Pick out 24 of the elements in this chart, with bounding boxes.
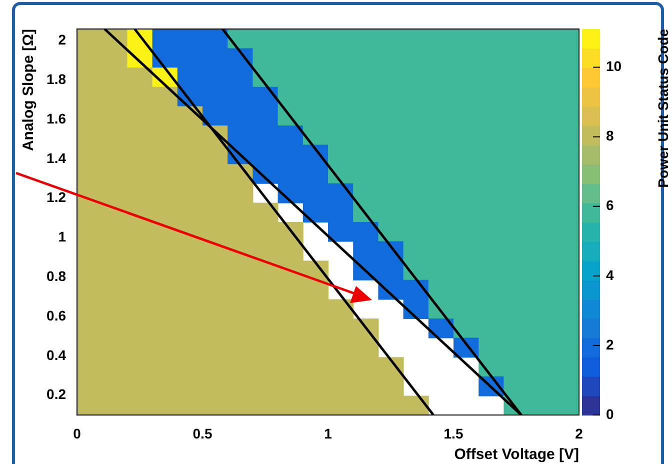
y-tick-label: 1.6 [46, 110, 66, 126]
y-tick-label: 0.6 [46, 307, 66, 324]
x-axis-title: Offset Voltage [V] [454, 446, 579, 464]
y-tick-label: 0.4 [46, 346, 66, 363]
x-tick-label: 0 [73, 425, 82, 442]
x-tick-label: 1.5 [444, 425, 464, 442]
y-tick-label: 1 [58, 228, 66, 245]
color-bar-label: 8 [606, 128, 614, 144]
color-bar-label: 10 [606, 58, 622, 74]
y-tick-label: 1.2 [46, 189, 66, 206]
y-tick-label: 2 [58, 32, 66, 48]
color-bar-label: 4 [606, 266, 614, 283]
y-axis-title: Analog Slope [Ω] [20, 29, 38, 152]
y-tick-label: 1.8 [46, 71, 66, 88]
x-tick-label: 0.5 [192, 425, 212, 442]
y-tick-label: 0.8 [46, 268, 66, 284]
x-tick-label: 1 [324, 425, 332, 442]
color-bar-label: 0 [606, 406, 614, 422]
color-bar-title: Power Unit Status Code [654, 28, 671, 188]
x-tick-label: 2 [575, 425, 584, 442]
y-tick-label: 1.4 [46, 150, 66, 166]
y-tick-label: 0.2 [46, 386, 66, 402]
color-bar-label: 2 [606, 336, 614, 352]
color-bar-label: 6 [606, 197, 614, 214]
